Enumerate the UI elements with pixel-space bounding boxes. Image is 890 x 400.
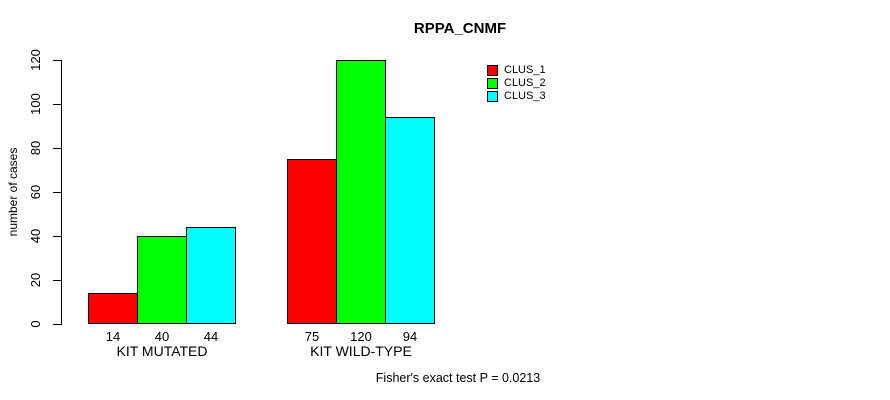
y-tick-label: 60: [28, 184, 43, 200]
x-group-label: KIT WILD-TYPE: [310, 343, 412, 359]
legend-color-swatch: [487, 91, 498, 102]
bar-value-label: 14: [105, 329, 121, 344]
legend-item-label: CLUS_1: [504, 64, 546, 76]
bar-clus_3-group2: [385, 117, 435, 324]
legend-item: CLUS_3: [487, 90, 546, 103]
y-tick-mark: [53, 148, 61, 149]
y-tick-label: 40: [28, 228, 43, 244]
bar-clus_2-group1: [137, 236, 187, 324]
y-axis-title: number of cases: [6, 147, 20, 237]
legend-color-swatch: [487, 78, 498, 89]
bar-clus_1-group2: [287, 159, 337, 324]
y-tick-label: 80: [28, 140, 43, 156]
legend: CLUS_1 CLUS_2 CLUS_3: [487, 64, 546, 103]
legend-item: CLUS_2: [487, 77, 546, 90]
y-tick-mark: [53, 192, 61, 193]
bar-clus_2-group2: [336, 60, 386, 324]
legend-item-label: CLUS_2: [504, 77, 546, 89]
y-tick-label: 120: [28, 49, 43, 71]
legend-item-label: CLUS_3: [504, 90, 546, 102]
y-axis-line: [61, 60, 62, 325]
y-tick-label: 20: [28, 272, 43, 288]
bar-clus_3-group1: [186, 227, 236, 324]
y-tick-mark: [53, 280, 61, 281]
bar-clus_1-group1: [88, 293, 138, 324]
y-tick-label: 100: [28, 93, 43, 115]
bar-value-label: 94: [402, 329, 418, 344]
y-tick-mark: [53, 60, 61, 61]
chart-title: RPPA_CNMF: [413, 20, 507, 37]
fisher-test-annotation: Fisher's exact test P = 0.0213: [375, 371, 541, 385]
legend-item: CLUS_1: [487, 64, 546, 77]
y-tick-mark: [53, 324, 61, 325]
y-tick-label: 0: [28, 320, 43, 328]
bar-value-label: 120: [350, 329, 372, 344]
legend-color-swatch: [487, 65, 498, 76]
y-tick-mark: [53, 104, 61, 105]
bar-value-label: 44: [203, 329, 219, 344]
bar-value-label: 40: [154, 329, 170, 344]
x-group-label: KIT MUTATED: [116, 343, 208, 359]
y-tick-mark: [53, 236, 61, 237]
bar-value-label: 75: [304, 329, 320, 344]
